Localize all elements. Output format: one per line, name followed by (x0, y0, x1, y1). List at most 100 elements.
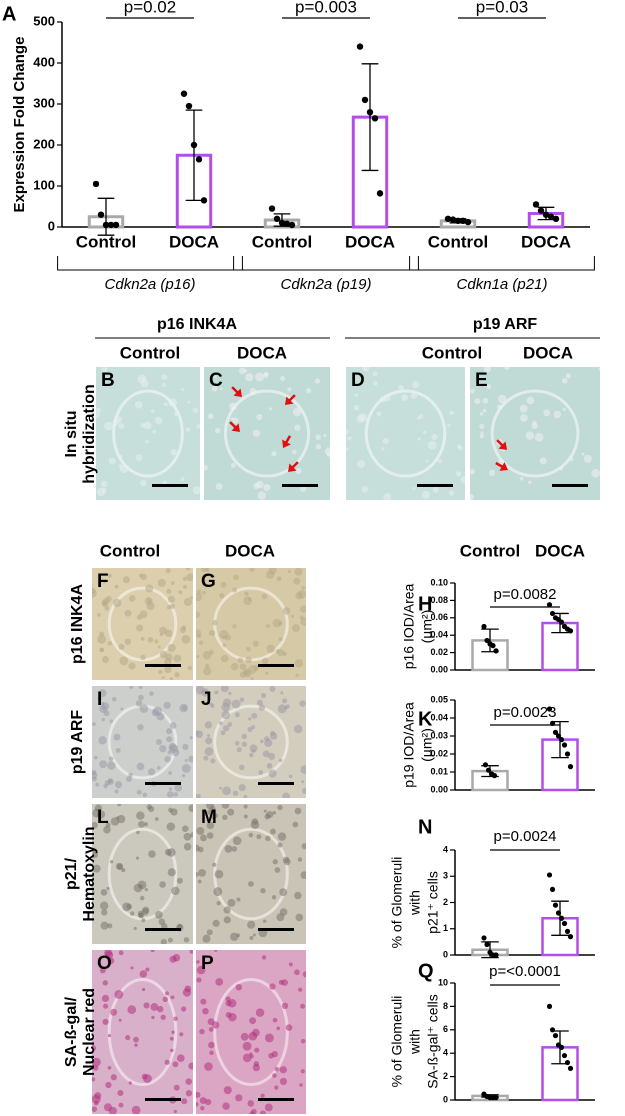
data-point (361, 96, 369, 104)
cell (129, 686, 134, 689)
cell (108, 1106, 117, 1114)
cell (266, 623, 271, 629)
cell (166, 736, 173, 743)
cell (214, 427, 221, 434)
cell (204, 747, 214, 756)
cell (282, 856, 290, 864)
cell (104, 606, 110, 611)
y-tick-label: 500 (33, 13, 55, 28)
data-point (482, 762, 489, 768)
y-tick-label: 4 (443, 844, 448, 854)
cell (109, 719, 113, 723)
cell (92, 589, 97, 598)
data-point (273, 215, 281, 222)
cell (261, 693, 267, 699)
cell (102, 487, 107, 493)
cell (264, 1103, 273, 1112)
cell (104, 421, 113, 431)
cell (291, 624, 300, 633)
data-point (546, 706, 553, 712)
cell (528, 480, 532, 484)
cell (252, 1063, 261, 1072)
data-point (102, 221, 110, 229)
row-label: p16 INK4A (69, 584, 86, 664)
cell (271, 451, 277, 457)
data-point (278, 219, 286, 227)
micrograph: D (346, 367, 465, 500)
y-axis-label: with (407, 1029, 423, 1055)
cell (347, 436, 352, 441)
cell (301, 780, 305, 784)
cell (212, 374, 217, 379)
cell (250, 677, 254, 680)
cell (182, 576, 187, 581)
cell (146, 601, 155, 611)
cell (136, 789, 142, 795)
cell (249, 752, 254, 758)
cell (219, 786, 223, 790)
cell (295, 591, 303, 600)
cell (281, 1002, 289, 1010)
cell (525, 431, 534, 440)
cell (111, 696, 117, 702)
cell (243, 804, 248, 809)
cell (383, 493, 392, 500)
cell (479, 412, 484, 416)
cell (196, 611, 200, 618)
scale-bar (282, 484, 318, 487)
y-tick-label: 1 (443, 923, 448, 933)
cell (183, 842, 192, 851)
cell (196, 965, 206, 975)
cell (268, 1052, 274, 1059)
cell (479, 423, 485, 430)
y-tick-label: 0.08 (430, 595, 448, 605)
cell (209, 805, 216, 812)
y-tick-label: 10 (438, 977, 448, 987)
cell (449, 410, 454, 416)
cell (210, 758, 216, 764)
cell (302, 787, 306, 794)
data-point (564, 751, 571, 757)
cell (183, 937, 190, 943)
micrograph: J (196, 686, 306, 798)
texture (196, 568, 306, 680)
panel-letter: A (2, 3, 16, 25)
y-tick-label: 0 (48, 218, 55, 233)
cell (223, 725, 230, 732)
cell (204, 721, 212, 729)
cell (196, 977, 202, 983)
cell (185, 1090, 193, 1097)
cell (93, 1100, 99, 1106)
cell (262, 372, 269, 379)
y-tick-label: 0 (443, 949, 448, 959)
cell (162, 480, 167, 485)
cell (110, 1074, 117, 1081)
cell (150, 1003, 159, 1011)
cell (239, 671, 247, 678)
cell (282, 698, 288, 704)
cell (565, 373, 572, 379)
cell (486, 384, 492, 390)
data-point (546, 602, 553, 608)
cell (294, 424, 301, 431)
cell (294, 659, 304, 668)
cell (288, 774, 293, 779)
cell (200, 998, 207, 1005)
cell (235, 983, 243, 991)
data-point (564, 1059, 571, 1066)
cell (141, 1073, 148, 1080)
cell (255, 372, 264, 382)
cell (448, 490, 455, 496)
cell (230, 932, 239, 941)
panel-letter: I (97, 689, 102, 710)
cell (248, 1031, 258, 1041)
cell (583, 454, 592, 463)
cell (254, 1047, 260, 1053)
cell (270, 828, 276, 835)
cell (188, 804, 193, 813)
cell (148, 850, 156, 858)
cell (354, 393, 359, 397)
cell (315, 444, 322, 450)
cell (479, 433, 484, 439)
